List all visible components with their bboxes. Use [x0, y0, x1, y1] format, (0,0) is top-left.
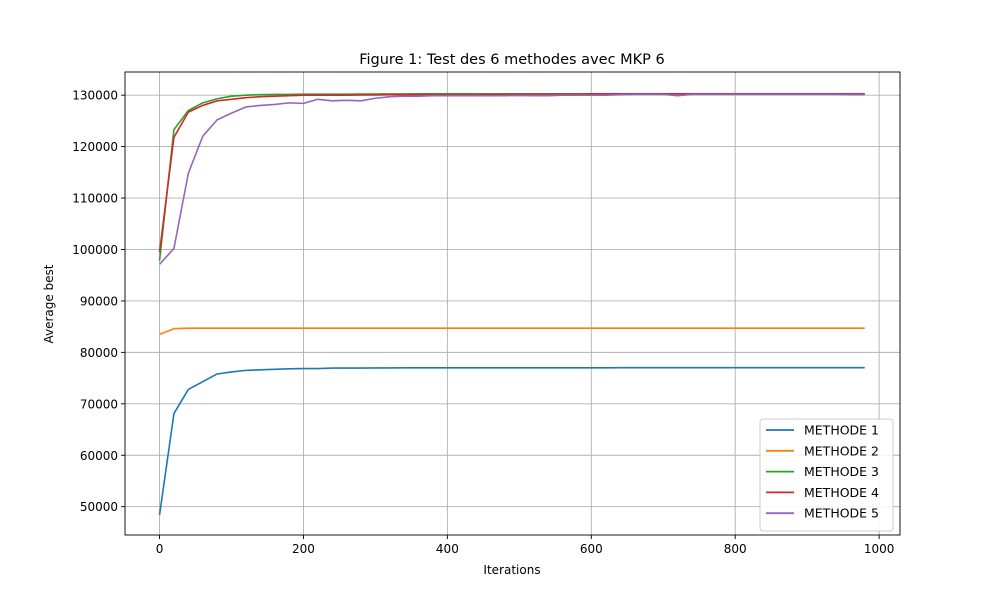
legend-label-3: METHODE 3	[804, 464, 879, 479]
y-axis-label: Average best	[42, 264, 56, 343]
y-axis-ticks: 50000 60000 70000 80000 90000 100000 110000 120…	[72, 89, 125, 514]
legend-label-4: METHODE 4	[804, 485, 879, 500]
y-tick-label: 110000	[72, 192, 118, 206]
legend-label-1: METHODE 1	[804, 423, 879, 438]
y-tick-label: 90000	[80, 294, 118, 308]
x-tick-label: 200	[292, 542, 315, 556]
y-tick-label: 100000	[72, 243, 118, 257]
legend-box	[759, 418, 894, 532]
plot-frame	[124, 71, 901, 536]
x-axis-ticks: 0 200 400 600 800 1000	[156, 535, 895, 556]
x-tick-label: 1000	[864, 542, 895, 556]
x-tick-label: 0	[156, 542, 164, 556]
y-tick-label: 70000	[80, 397, 118, 411]
y-tick-label: 60000	[80, 449, 118, 463]
y-tick-label: 130000	[72, 89, 118, 103]
x-tick-label: 600	[580, 542, 603, 556]
series-line-2	[159, 327, 865, 336]
series-lines	[158, 93, 865, 516]
legend-label-5: METHODE 5	[804, 506, 879, 521]
series-line-5	[158, 93, 865, 265]
y-tick-label: 80000	[80, 346, 118, 360]
y-tick-label: 50000	[80, 500, 118, 514]
legend-label-2: METHODE 2	[804, 443, 879, 458]
x-tick-label: 400	[436, 542, 459, 556]
x-axis-label: Iterations	[483, 563, 540, 577]
chart-title: Figure 1: Test des 6 methodes avec MKP 6	[359, 52, 665, 68]
x-tick-label: 800	[724, 542, 747, 556]
series-line-1	[158, 366, 865, 516]
legend: METHODE 1 METHODE 2 METHODE 3 METHODE 4 METH…	[759, 418, 894, 532]
y-tick-label: 120000	[72, 140, 118, 154]
